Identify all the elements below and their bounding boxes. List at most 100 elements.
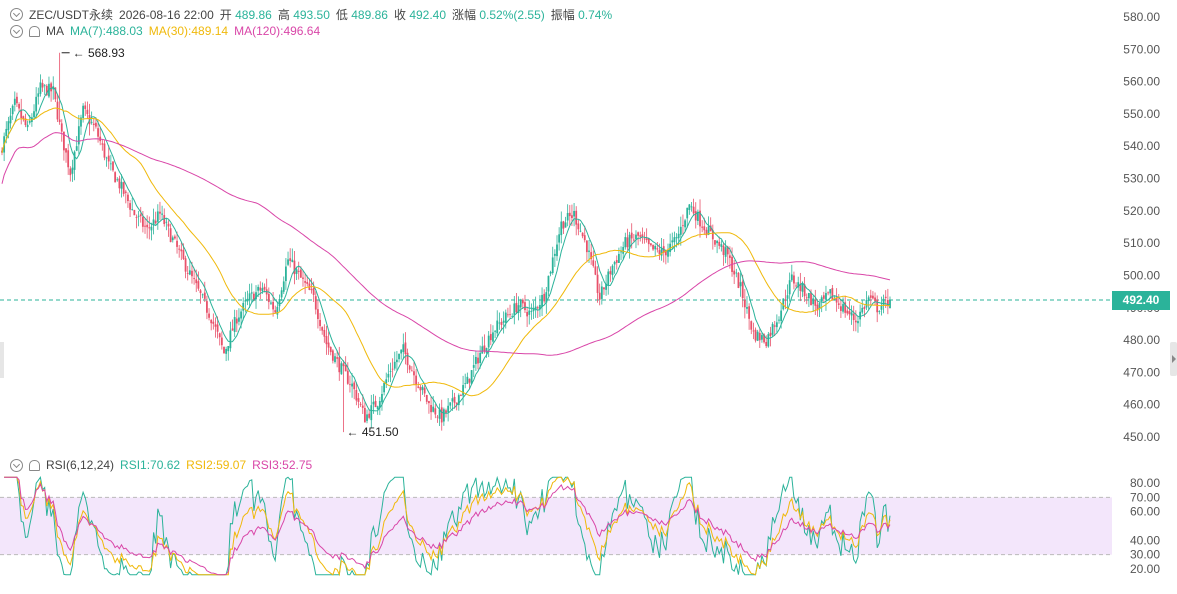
candle-body (575, 210, 578, 225)
candle-body (214, 324, 217, 327)
candle-body (408, 365, 411, 370)
right-scroll-handle[interactable] (1170, 342, 1177, 376)
rsi-axis-label: 70.00 (1130, 490, 1160, 504)
candle-body (43, 85, 46, 87)
candle-body (201, 294, 204, 296)
candle-body (637, 232, 640, 236)
candle-body (84, 105, 87, 109)
candle-body (763, 334, 765, 343)
candle-body (188, 270, 191, 275)
candle-body (867, 297, 870, 301)
candle-body (250, 292, 253, 294)
candle-body (267, 293, 270, 303)
price-axis-label: 450.00 (1123, 430, 1160, 444)
candle-body (483, 345, 486, 352)
rsi-line-rsi3 (4, 476, 891, 576)
candle-body (564, 222, 567, 228)
candle-body (212, 321, 215, 324)
candle-body (773, 325, 776, 327)
candle-body (733, 270, 736, 275)
rsi-axis-label: 30.00 (1130, 548, 1160, 562)
candle-body (679, 226, 682, 235)
ma-legend: MA MA(7):488.03 MA(30):489.14 MA(120):49… (10, 24, 320, 38)
candle-body (349, 384, 351, 386)
candle-body (509, 314, 511, 316)
candle-body (374, 400, 377, 408)
collapse-ma-icon[interactable] (10, 24, 23, 38)
candle-body (507, 314, 509, 316)
candle-body (285, 266, 287, 282)
candle-body (299, 269, 302, 278)
candle-body (603, 287, 605, 290)
candle-body (82, 105, 85, 118)
candle-body (127, 194, 129, 202)
candle-body (297, 270, 300, 272)
candle-body (583, 235, 586, 241)
collapse-icon[interactable] (10, 8, 23, 21)
price-axis-label: 580.00 (1123, 10, 1160, 24)
candle-body (703, 226, 706, 231)
ohlc-header: ZEC/USDT永续 2026-08-16 22:00 开 489.86 高 4… (10, 6, 612, 23)
candle-body (664, 250, 667, 256)
candle-body (165, 221, 168, 223)
candle-body (592, 260, 595, 266)
candle-body (393, 361, 396, 369)
candle-body (628, 234, 631, 249)
candle-body (391, 368, 394, 370)
low-value: 489.86 (351, 8, 388, 22)
candle-body (524, 302, 526, 311)
candle-body (376, 406, 379, 410)
candle-body (886, 299, 889, 307)
candle-body (850, 312, 853, 316)
candle-body (109, 163, 112, 165)
candle-body (571, 215, 573, 219)
candle-body (346, 370, 349, 384)
candle-body (323, 329, 326, 337)
rsi-bell-icon[interactable] (29, 459, 40, 471)
candle-body (750, 321, 753, 330)
bell-icon[interactable] (29, 25, 40, 37)
price-axis-label: 570.00 (1123, 42, 1160, 56)
high-label: 高 (277, 8, 290, 22)
candle-body (182, 250, 185, 259)
candle-body (598, 292, 601, 300)
price-axis-label: 530.00 (1123, 172, 1160, 186)
last-price-tag: 492.40 (1112, 291, 1170, 310)
candle-body (171, 237, 174, 241)
open-label: 开 (219, 8, 232, 22)
candle-body (404, 342, 407, 354)
candle-body (652, 244, 654, 250)
candle-body (97, 128, 99, 137)
close-value: 492.40 (409, 8, 447, 22)
candle-body (20, 109, 23, 119)
candle-body (372, 401, 375, 405)
candle-body (50, 83, 52, 92)
candle-body (129, 203, 131, 210)
candle-body (833, 298, 836, 301)
candle-body (112, 161, 114, 171)
candle-body (105, 157, 108, 159)
candle-body (626, 237, 629, 248)
candle-body (513, 303, 516, 315)
candle-body (521, 299, 524, 304)
ma-line-30 (1, 107, 891, 397)
candle-body (656, 248, 659, 250)
candle-body (336, 357, 339, 359)
candle-body (852, 313, 855, 321)
price-axis-label: 460.00 (1123, 398, 1160, 412)
candle-body (306, 281, 309, 284)
candle-body (771, 323, 774, 335)
candle-body (24, 118, 27, 125)
candle-body (660, 248, 663, 256)
candle-body (568, 212, 571, 217)
left-scroll-handle[interactable] (0, 342, 4, 378)
candle-body (761, 335, 763, 340)
collapse-rsi-icon[interactable] (10, 458, 23, 472)
candle-body (28, 120, 31, 123)
symbol-label: ZEC/USDT永续 (29, 8, 114, 22)
candle-body (489, 334, 492, 341)
candle-body (442, 409, 445, 422)
ma30-legend: MA(30):489.14 (148, 24, 229, 38)
candle-body (417, 386, 420, 388)
